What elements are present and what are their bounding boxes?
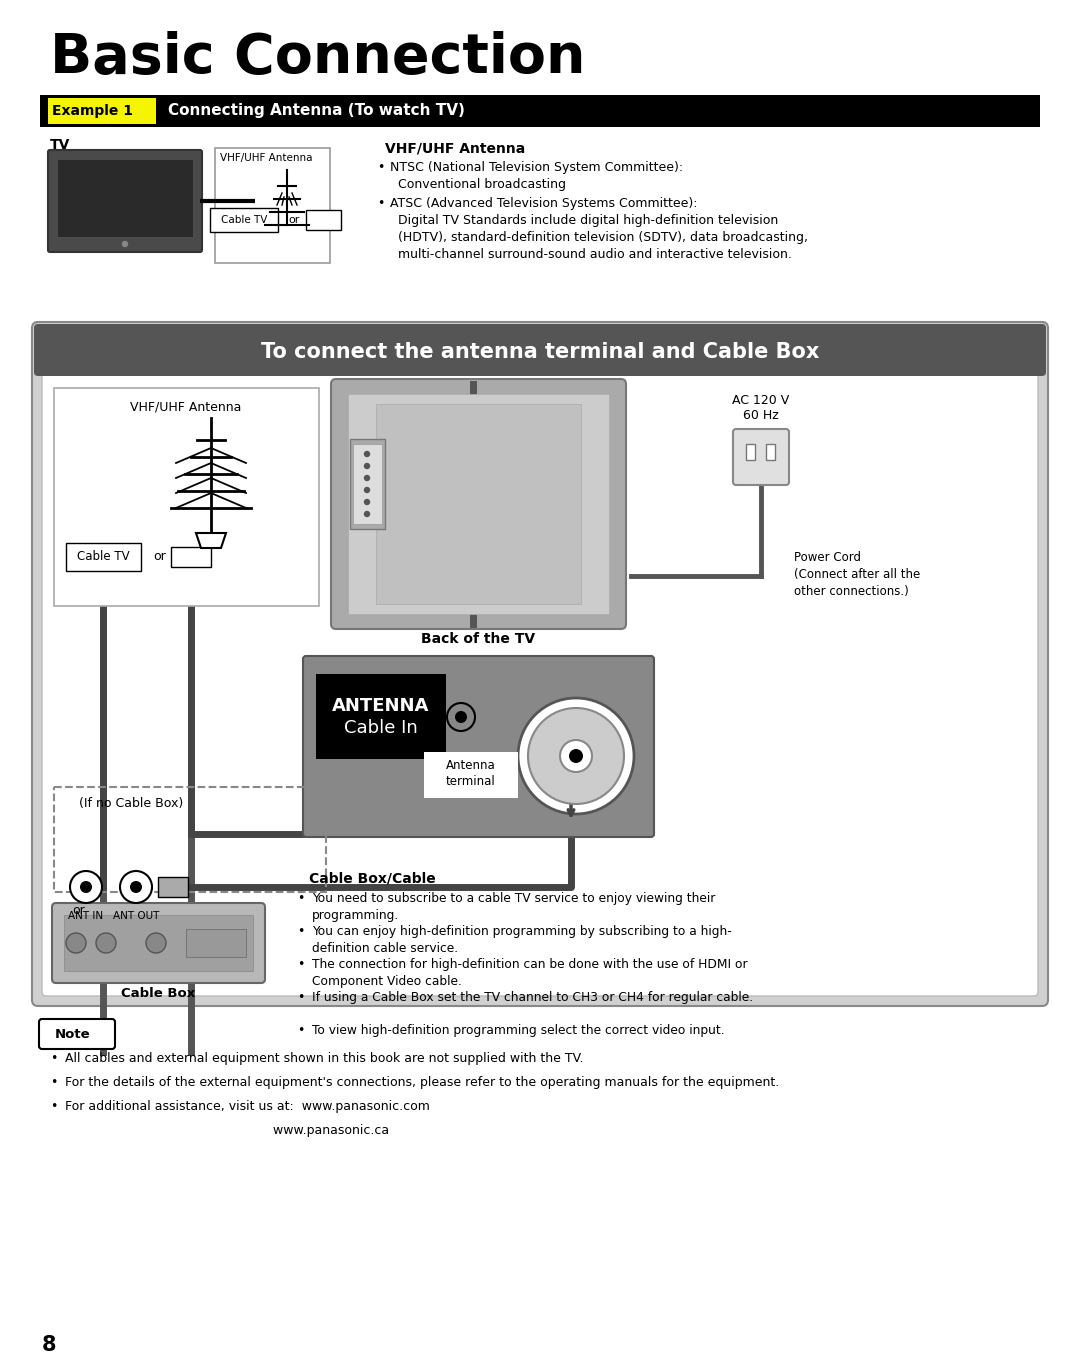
Bar (766, 444, 775, 459)
Text: •: • (297, 991, 305, 1005)
Circle shape (561, 740, 592, 771)
Text: The connection for high-definition can be done with the use of HDMI or
Component: The connection for high-definition can b… (312, 958, 747, 988)
Bar (158, 876, 188, 897)
Circle shape (447, 703, 475, 731)
FancyBboxPatch shape (32, 322, 1048, 1006)
Circle shape (120, 871, 152, 904)
Text: or: or (153, 551, 165, 563)
Circle shape (365, 499, 369, 504)
Text: To view high-definition programming select the correct video input.: To view high-definition programming sele… (312, 1024, 725, 1037)
Bar (306, 210, 341, 230)
Bar (54, 786, 326, 891)
FancyBboxPatch shape (733, 429, 789, 485)
FancyBboxPatch shape (303, 656, 654, 837)
Circle shape (70, 871, 102, 904)
Circle shape (365, 463, 369, 469)
Circle shape (518, 698, 634, 814)
Text: To connect the antenna terminal and Cable Box: To connect the antenna terminal and Cabl… (260, 342, 820, 363)
Text: All cables and external equipment shown in this book are not supplied with the T: All cables and external equipment shown … (65, 1052, 583, 1065)
Text: VHF/UHF Antenna: VHF/UHF Antenna (131, 399, 242, 413)
FancyBboxPatch shape (33, 324, 1047, 376)
Circle shape (122, 241, 127, 247)
Text: •: • (50, 1052, 57, 1065)
Circle shape (528, 707, 624, 804)
Circle shape (365, 488, 369, 492)
Text: Antenna
terminal: Antenna terminal (446, 759, 496, 788)
Text: Cable Box/Cable: Cable Box/Cable (309, 872, 435, 886)
Circle shape (80, 880, 92, 893)
FancyBboxPatch shape (330, 379, 626, 628)
Text: •: • (50, 1075, 57, 1089)
Bar (376, 403, 581, 604)
Polygon shape (195, 533, 226, 548)
Text: 8: 8 (42, 1334, 56, 1355)
Bar (348, 394, 609, 613)
Text: TV: TV (50, 138, 70, 153)
Text: ATSC (Advanced Television Systems Committee):
  Digital TV Standards include dig: ATSC (Advanced Television Systems Commit… (390, 198, 808, 260)
Text: (If no Cable Box): (If no Cable Box) (79, 797, 184, 810)
Bar (64, 915, 253, 970)
Bar (54, 388, 319, 607)
Text: •: • (297, 1024, 305, 1037)
Circle shape (66, 934, 86, 953)
Circle shape (365, 511, 369, 517)
Text: NTSC (National Television System Committee):
  Conventional broadcasting: NTSC (National Television System Committ… (390, 161, 684, 191)
Text: Example 1: Example 1 (52, 104, 133, 119)
Text: AC 120 V
60 Hz: AC 120 V 60 Hz (732, 394, 789, 423)
Circle shape (365, 476, 369, 481)
FancyBboxPatch shape (52, 904, 265, 983)
Bar (210, 209, 278, 232)
Bar (44, 350, 1036, 372)
Text: Basic Connection: Basic Connection (50, 31, 585, 85)
Bar (40, 95, 1040, 127)
Text: VHF/UHF Antenna: VHF/UHF Antenna (220, 153, 312, 164)
Text: ANTENNA: ANTENNA (333, 696, 430, 716)
Text: •: • (377, 198, 384, 210)
Text: or: or (288, 215, 299, 225)
Text: or: or (72, 904, 84, 917)
Text: Cable TV: Cable TV (77, 551, 130, 563)
Text: ANT IN: ANT IN (68, 910, 104, 921)
FancyBboxPatch shape (48, 150, 202, 252)
Bar (57, 159, 193, 237)
Text: Cable Box: Cable Box (121, 987, 195, 1000)
Circle shape (130, 880, 141, 893)
Bar (316, 673, 446, 759)
Bar (66, 542, 141, 571)
Text: •: • (297, 925, 305, 938)
Text: •: • (50, 1100, 57, 1114)
Bar (353, 444, 382, 523)
Text: You can enjoy high-definition programming by subscribing to a high-
definition c: You can enjoy high-definition programmin… (312, 925, 732, 955)
Text: •: • (297, 891, 305, 905)
Text: Note: Note (55, 1028, 91, 1040)
Bar (215, 149, 330, 263)
Text: ANT OUT: ANT OUT (112, 910, 159, 921)
Text: For the details of the external equipment's connections, please refer to the ope: For the details of the external equipmen… (65, 1075, 780, 1089)
Circle shape (146, 934, 166, 953)
Bar (48, 98, 156, 124)
Circle shape (96, 934, 116, 953)
FancyBboxPatch shape (424, 752, 518, 797)
Text: You need to subscribe to a cable TV service to enjoy viewing their
programming.: You need to subscribe to a cable TV serv… (312, 891, 715, 921)
Text: For additional assistance, visit us at:  www.panasonic.com: For additional assistance, visit us at: … (65, 1100, 430, 1114)
Text: Connecting Antenna (To watch TV): Connecting Antenna (To watch TV) (168, 104, 464, 119)
Text: •: • (377, 161, 384, 174)
FancyBboxPatch shape (42, 372, 1038, 996)
Bar (186, 930, 246, 957)
Circle shape (569, 750, 583, 763)
Text: Cable TV: Cable TV (220, 215, 267, 225)
Text: If using a Cable Box set the TV channel to CH3 or CH4 for regular cable.: If using a Cable Box set the TV channel … (312, 991, 753, 1005)
Text: Back of the TV: Back of the TV (421, 632, 535, 646)
Text: Cable In: Cable In (345, 720, 418, 737)
Bar (171, 547, 211, 567)
Text: •: • (297, 958, 305, 970)
Circle shape (455, 711, 467, 722)
Text: Power Cord
(Connect after all the
other connections.): Power Cord (Connect after all the other … (794, 551, 920, 598)
Bar (746, 444, 755, 459)
Bar (350, 439, 384, 529)
Text: www.panasonic.ca: www.panasonic.ca (65, 1124, 389, 1137)
Text: VHF/UHF Antenna: VHF/UHF Antenna (384, 142, 525, 155)
Circle shape (365, 451, 369, 457)
FancyBboxPatch shape (39, 1020, 114, 1050)
